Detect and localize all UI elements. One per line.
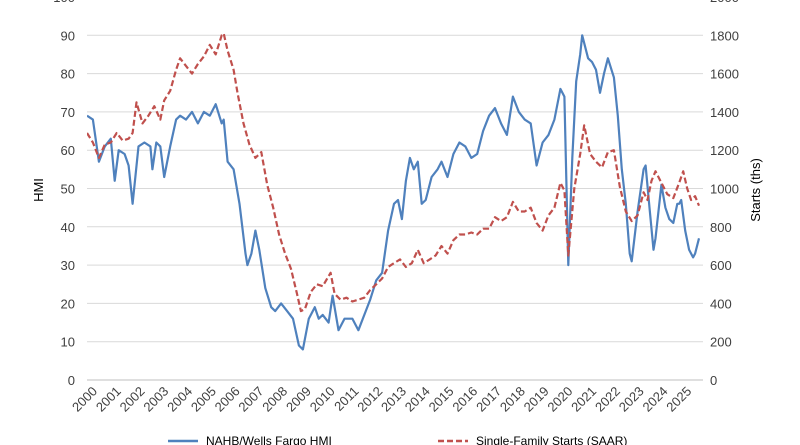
series-lines bbox=[87, 32, 701, 351]
right-axis-title: Starts (ths) bbox=[748, 158, 763, 222]
x-tick-label: 2008 bbox=[259, 384, 290, 415]
x-tick-label: 2016 bbox=[449, 384, 480, 415]
x-tick-label: 2022 bbox=[592, 384, 623, 415]
left-tick-label: 90 bbox=[61, 28, 75, 43]
right-tick-label: 200 bbox=[710, 335, 732, 350]
x-tick-label: 2003 bbox=[140, 384, 171, 415]
starts-series-line bbox=[87, 32, 701, 313]
left-tick-label: 30 bbox=[61, 258, 75, 273]
legend: NAHB/Wells Fargo HMI Single-Family Starts… bbox=[168, 434, 627, 445]
x-tick-label: 2020 bbox=[544, 384, 575, 415]
x-tick-label: 2018 bbox=[497, 384, 528, 415]
x-tick-label: 2014 bbox=[402, 384, 433, 415]
x-tick-label: 2001 bbox=[93, 384, 124, 415]
axes: 0102030405060708090100020040060080010001… bbox=[31, 0, 763, 415]
x-tick-label: 2006 bbox=[212, 384, 243, 415]
left-tick-label: 10 bbox=[61, 335, 75, 350]
right-tick-label: 1000 bbox=[710, 182, 739, 197]
right-tick-label: 1200 bbox=[710, 143, 739, 158]
x-tick-label: 2019 bbox=[521, 384, 552, 415]
left-tick-label: 60 bbox=[61, 143, 75, 158]
x-tick-label: 2009 bbox=[283, 384, 314, 415]
left-tick-label: 50 bbox=[61, 182, 75, 197]
x-tick-label: 2012 bbox=[354, 384, 385, 415]
right-tick-label: 600 bbox=[710, 258, 732, 273]
right-tick-label: 1800 bbox=[710, 28, 739, 43]
x-tick-label: 2011 bbox=[331, 384, 361, 414]
x-tick-label: 2000 bbox=[69, 384, 100, 415]
left-tick-label: 80 bbox=[61, 67, 75, 82]
left-tick-label: 20 bbox=[61, 296, 75, 311]
x-tick-label: 2007 bbox=[235, 384, 266, 415]
left-tick-label: 40 bbox=[61, 220, 75, 235]
x-tick-label: 2005 bbox=[188, 384, 219, 415]
left-axis-title: HMI bbox=[31, 178, 46, 202]
legend-label: NAHB/Wells Fargo HMI bbox=[206, 434, 332, 445]
right-tick-label: 1600 bbox=[710, 67, 739, 82]
right-tick-label: 0 bbox=[710, 373, 717, 388]
x-tick-label: 2010 bbox=[307, 384, 338, 415]
right-tick-label: 800 bbox=[710, 220, 732, 235]
x-tick-label: 2021 bbox=[568, 384, 599, 415]
x-tick-label: 2002 bbox=[117, 384, 148, 415]
x-tick-label: 2024 bbox=[640, 384, 671, 415]
legend-label: Single-Family Starts (SAAR) bbox=[476, 434, 627, 445]
x-tick-label: 2023 bbox=[616, 384, 647, 415]
left-tick-label: 100 bbox=[53, 0, 75, 5]
x-tick-label: 2015 bbox=[426, 384, 457, 415]
right-tick-label: 400 bbox=[710, 296, 732, 311]
gridlines bbox=[87, 34, 703, 381]
right-tick-label: 2000 bbox=[710, 0, 739, 5]
x-tick-label: 2013 bbox=[378, 384, 409, 415]
x-tick-label: 2017 bbox=[473, 384, 504, 415]
hmi-series-line bbox=[87, 34, 701, 351]
left-tick-label: 70 bbox=[61, 105, 75, 120]
right-tick-label: 1400 bbox=[710, 105, 739, 120]
x-tick-label: 2025 bbox=[663, 384, 694, 415]
left-tick-label: 0 bbox=[68, 373, 75, 388]
x-tick-label: 2004 bbox=[164, 384, 195, 415]
